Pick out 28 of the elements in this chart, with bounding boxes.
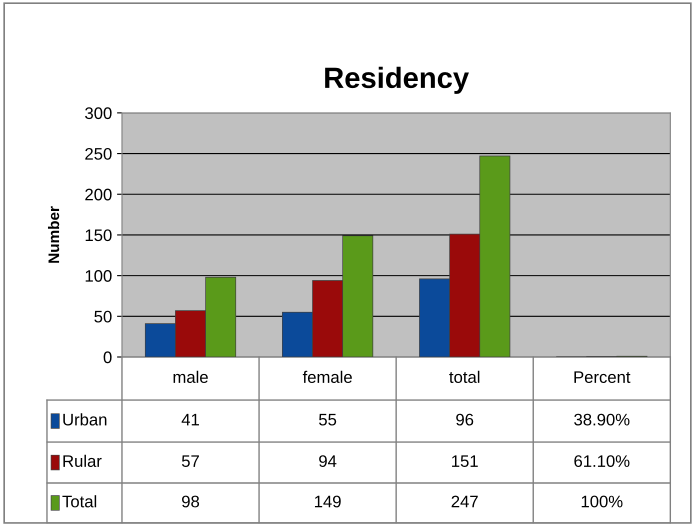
y-tick-label: 300 bbox=[85, 107, 112, 120]
x-tick-label: female bbox=[302, 370, 352, 383]
data-label: 38.90% bbox=[574, 414, 630, 426]
data-label: 247 bbox=[452, 496, 478, 508]
y-tick-label: 100 bbox=[86, 270, 112, 282]
legend-label: Total bbox=[62, 495, 96, 508]
x-tick-label: male bbox=[174, 370, 208, 383]
y-axis-title: Number bbox=[48, 206, 60, 263]
data-label: 151 bbox=[452, 455, 478, 467]
data-label: 94 bbox=[319, 455, 336, 467]
y-tick-label: 200 bbox=[85, 188, 112, 200]
data-label: 96 bbox=[456, 414, 474, 426]
x-tick-label: total bbox=[449, 370, 480, 383]
legend-label: Rular bbox=[63, 454, 102, 467]
data-label: 98 bbox=[182, 496, 200, 508]
chart-title: Residency bbox=[325, 66, 469, 94]
y-tick-label: 0 bbox=[104, 351, 112, 364]
data-label: 149 bbox=[314, 496, 341, 508]
data-label: 55 bbox=[319, 414, 336, 426]
y-tick-label: 250 bbox=[85, 148, 112, 160]
legend-label: Urban bbox=[63, 413, 106, 426]
data-label: 41 bbox=[182, 414, 199, 426]
data-label: 61.10% bbox=[574, 455, 630, 467]
y-tick-label: 50 bbox=[94, 310, 112, 323]
data-label: 57 bbox=[182, 455, 199, 467]
data-label: 100% bbox=[582, 496, 623, 508]
y-tick-label: 150 bbox=[86, 229, 112, 242]
x-tick-label: Percent bbox=[574, 371, 630, 383]
